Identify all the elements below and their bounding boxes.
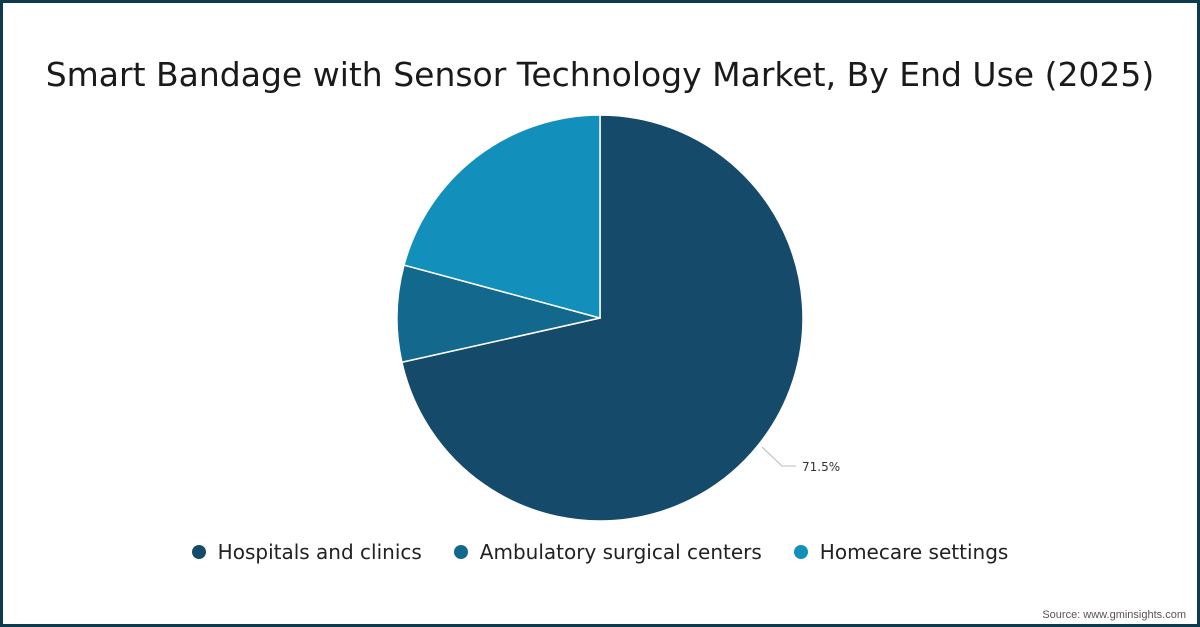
legend-dot-icon (453, 545, 468, 559)
legend-label: Ambulatory surgical centers (479, 540, 762, 564)
legend-item-hospitals[interactable]: Hospitals and clinics (191, 540, 422, 564)
legend-dot-icon (191, 545, 206, 559)
legend-item-homecare[interactable]: Homecare settings (793, 540, 1009, 564)
source-text: Source: www.gminsights.com (1042, 609, 1186, 621)
legend: Hospitals and clinics Ambulatory surgica… (0, 540, 1200, 564)
data-label-hospitals: 71.5% (802, 460, 840, 474)
chart-title: Smart Bandage with Sensor Technology Mar… (45, 55, 1155, 94)
label-leader-line (761, 446, 796, 467)
pie-slice-homecare-settings[interactable] (403, 114, 601, 319)
legend-item-ambulatory[interactable]: Ambulatory surgical centers (453, 540, 762, 564)
legend-dot-icon (793, 545, 808, 559)
pie-slice-hospitals-and-clinics[interactable] (400, 114, 804, 522)
legend-label: Homecare settings (819, 540, 1009, 564)
legend-label: Hospitals and clinics (217, 540, 422, 564)
pie-slice-ambulatory-surgical-centers[interactable] (396, 264, 601, 364)
